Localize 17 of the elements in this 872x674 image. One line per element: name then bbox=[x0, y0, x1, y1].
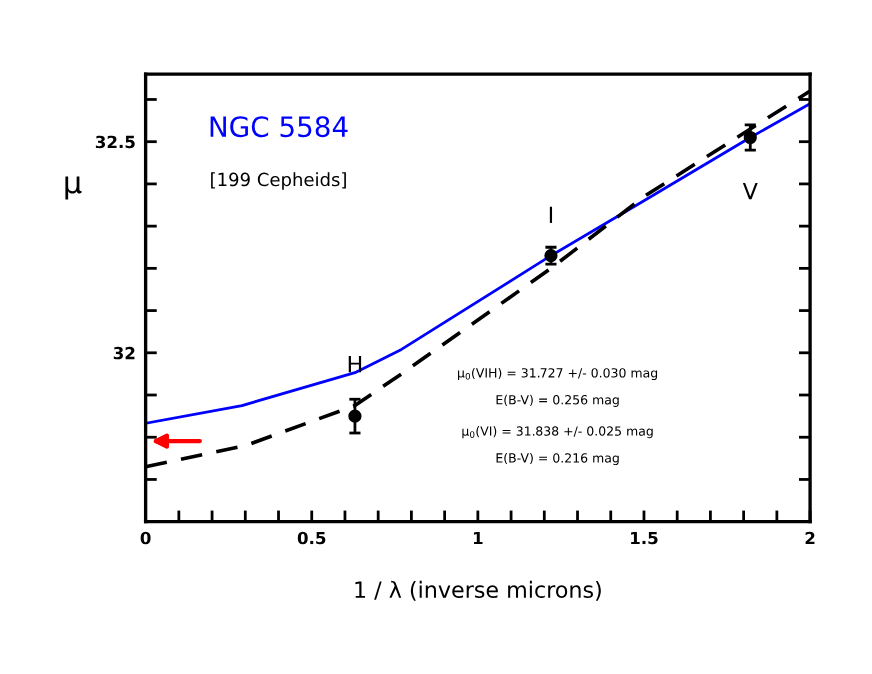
point bbox=[743, 130, 757, 145]
annotation: I bbox=[549, 206, 553, 223]
annotation: H bbox=[348, 356, 362, 373]
x-tick-label: 1.5 bbox=[631, 531, 658, 545]
text: NGC 5584 bbox=[210, 116, 348, 138]
point bbox=[544, 249, 558, 263]
y-axis-title: μ bbox=[65, 176, 82, 200]
x-tick-label: 0.5 bbox=[297, 531, 326, 545]
x-tick-label: 0 bbox=[140, 531, 151, 545]
text: [199 Cepheids] bbox=[211, 172, 346, 190]
x-tick-label: 1 bbox=[473, 531, 483, 545]
y-tick-label: 32.5 bbox=[95, 135, 135, 149]
point bbox=[348, 409, 362, 423]
x-axis-title: 1 / λ (inverse microns) bbox=[355, 580, 601, 601]
x-tick-label: 2 bbox=[805, 531, 815, 545]
y-tick-label: 32 bbox=[113, 346, 135, 360]
annotation: V bbox=[742, 182, 758, 200]
